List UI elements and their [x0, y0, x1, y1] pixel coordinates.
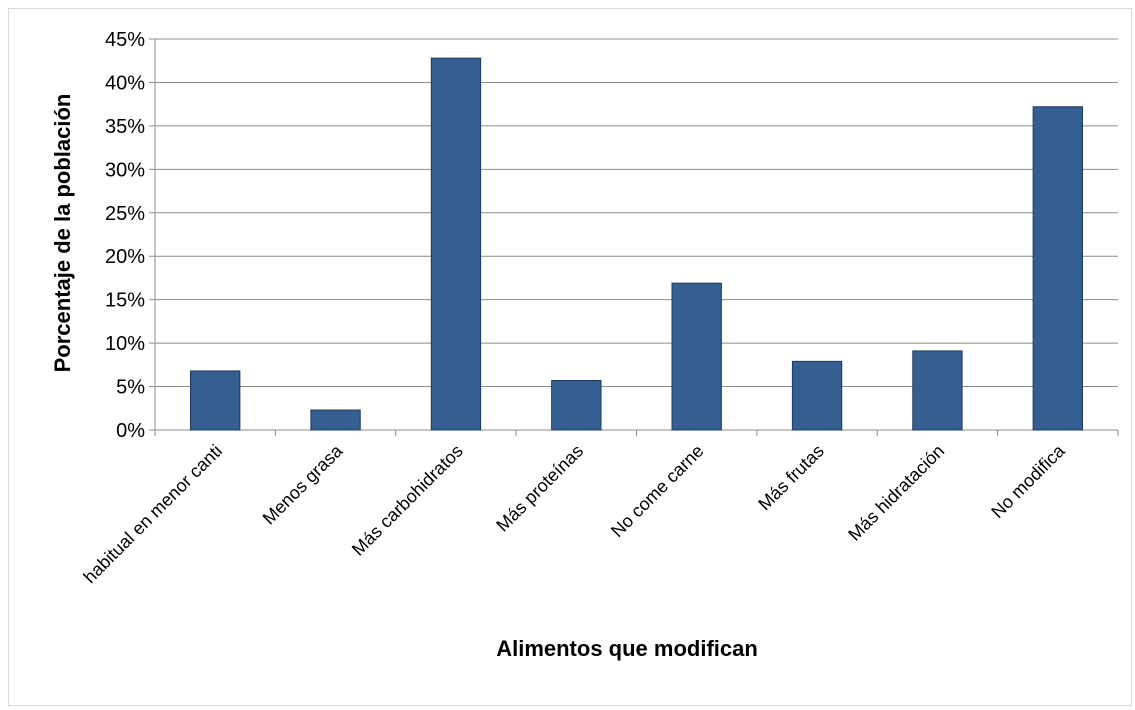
bar	[671, 282, 722, 431]
bar	[310, 409, 361, 431]
x-tick-label: Más carbohidratos	[348, 441, 467, 560]
x-tick-label: habitual en menor canti	[80, 441, 226, 587]
bars	[190, 57, 1083, 431]
y-tick-label: 0%	[116, 420, 145, 442]
y-tick-label: 5%	[116, 377, 145, 399]
x-tick-label: Más proteínas	[492, 441, 587, 536]
x-axis-title: Alimentos que modifican	[496, 636, 758, 661]
gridlines	[149, 38, 1119, 436]
bar	[430, 57, 482, 431]
bar	[791, 360, 843, 431]
bar	[912, 350, 963, 431]
x-tick-label: Menos grasa	[259, 440, 347, 528]
bar	[551, 379, 602, 431]
bar	[1032, 106, 1083, 431]
x-tick-label: No come carne	[607, 441, 707, 541]
x-tick-label: No modifica	[987, 440, 1069, 522]
y-tick-label: 10%	[105, 333, 145, 355]
y-axis-title: Porcentaje de la población	[50, 94, 75, 373]
y-tick-label: 35%	[105, 116, 145, 138]
x-tick-labels: habitual en menor canti Menos grasa Más ca…	[80, 440, 1070, 587]
y-tick-label: 20%	[105, 246, 145, 268]
y-tick-label: 30%	[105, 159, 145, 181]
y-tick-labels: 0% 5% 10% 15% 20% 25% 30% 35% 40% 45%	[105, 29, 145, 442]
y-tick-label: 45%	[105, 29, 145, 51]
y-tick-label: 25%	[105, 203, 145, 225]
y-tick-label: 40%	[105, 72, 145, 94]
y-tick-label: 15%	[105, 290, 145, 312]
x-tick-label: Más hidratación	[844, 441, 948, 545]
bar	[190, 370, 241, 431]
x-tick-label: Más frutas	[754, 441, 828, 515]
